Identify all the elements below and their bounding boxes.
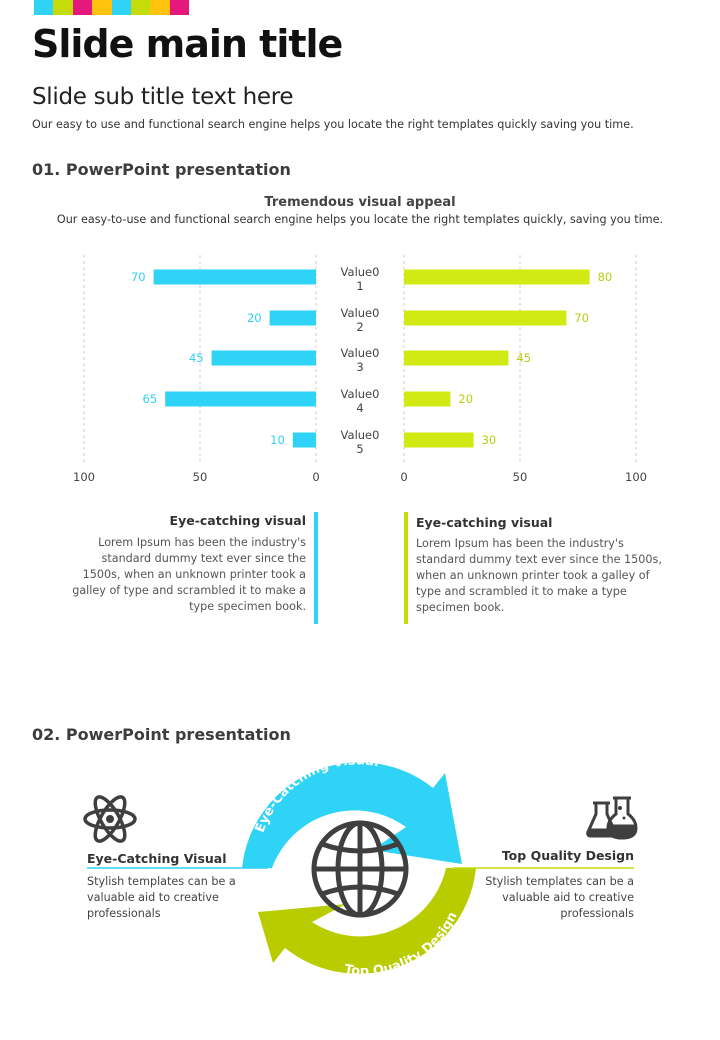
strip-swatch [92, 0, 112, 15]
page-title: Slide main title [32, 22, 343, 66]
left-bar [292, 432, 316, 448]
category-label: Value0 [341, 387, 380, 401]
left-tick-label: 100 [73, 470, 95, 484]
right-bar-label: 45 [516, 351, 531, 365]
left-bar [211, 350, 316, 366]
right-bar-label: 30 [482, 433, 497, 447]
top-cycle-arrow [242, 762, 462, 868]
left-tick-label: 50 [193, 470, 208, 484]
chart-subtitle: Our easy-to-use and functional search en… [56, 213, 664, 226]
category-label: Value0 [341, 428, 380, 442]
right-bar [404, 310, 567, 326]
left-tick-label: 0 [312, 470, 319, 484]
right-accent-bar [404, 512, 408, 624]
strip-swatch [34, 0, 54, 15]
right-feature-title: Top Quality Design [501, 848, 634, 863]
right-box-text: Lorem Ipsum has been the industry's stan… [416, 537, 662, 614]
chart-title: Tremendous visual appeal [264, 195, 456, 210]
left-bar-label: 20 [247, 311, 262, 325]
page-subtitle: Slide sub title text here [32, 84, 294, 110]
bottom-cycle-arrow [258, 868, 476, 974]
left-bar [165, 391, 316, 407]
left-feature-title: Eye-Catching Visual [87, 851, 227, 866]
color-strip [34, 0, 189, 15]
category-label: 5 [356, 442, 363, 456]
right-bar [404, 350, 509, 366]
left-bar [269, 310, 316, 326]
left-feature-text: Stylish templates can be a valuable aid … [87, 875, 236, 920]
section2-title: 02. PowerPoint presentation [32, 725, 291, 744]
category-label: 4 [356, 401, 363, 415]
cycle-diagram: Eye-Catching Visual Top Quality Design [83, 753, 638, 979]
right-feature-text: Stylish templates can be a valuable aid … [485, 875, 634, 920]
strip-swatch [150, 0, 170, 15]
category-label: Value0 [341, 306, 380, 320]
flask-icon [586, 796, 638, 840]
category-label: Value0 [341, 346, 380, 360]
right-box-title: Eye-catching visual [416, 515, 553, 530]
category-label: 1 [356, 279, 363, 293]
page-description: Our easy to use and functional search en… [32, 118, 634, 131]
section1-title: 01. PowerPoint presentation [32, 160, 291, 179]
right-bar-label: 80 [598, 270, 613, 284]
left-box-text: Lorem Ipsum has been the industry's stan… [72, 536, 306, 613]
left-bar-label: 65 [143, 392, 158, 406]
right-tick-label: 100 [625, 470, 647, 484]
strip-swatch [53, 0, 73, 15]
strip-swatch [169, 0, 189, 15]
category-label: Value0 [341, 265, 380, 279]
left-bar [153, 269, 316, 285]
atom-icon [83, 795, 137, 843]
right-bar [404, 391, 451, 407]
left-accent-bar [314, 512, 318, 624]
globe-icon [311, 820, 409, 918]
category-label: 3 [356, 360, 363, 374]
right-bar [404, 432, 474, 448]
strip-swatch [130, 0, 151, 15]
right-bar-label: 70 [574, 311, 589, 325]
left-box-title: Eye-catching visual [169, 513, 306, 528]
category-label: 2 [356, 320, 363, 334]
left-bar-label: 70 [131, 270, 146, 284]
butterfly-bar-chart: 70204565108070452030Value01Value02Value0… [73, 255, 647, 484]
right-bar [404, 269, 590, 285]
right-tick-label: 0 [400, 470, 407, 484]
strip-swatch [111, 0, 131, 15]
left-bar-label: 10 [270, 433, 285, 447]
strip-swatch [72, 0, 93, 15]
right-bar-label: 20 [458, 392, 473, 406]
left-bar-label: 45 [189, 351, 204, 365]
right-tick-label: 50 [513, 470, 528, 484]
